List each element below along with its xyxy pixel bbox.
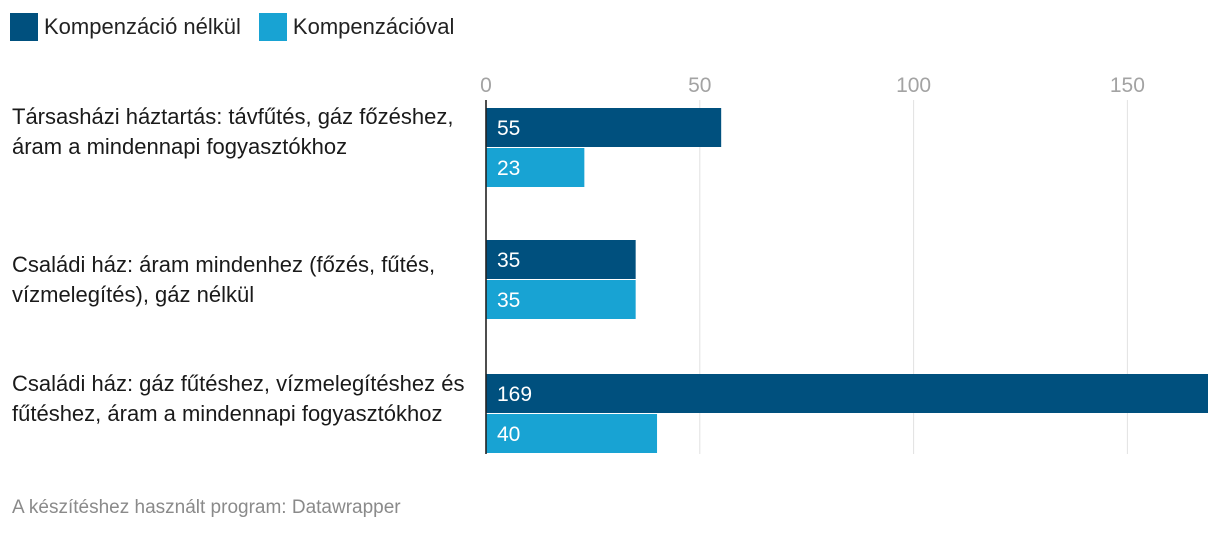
x-tick-label: 50: [688, 74, 711, 97]
bar: [486, 374, 1208, 413]
category-label: Családi ház: áram mindenhez (főzés, fűté…: [12, 252, 436, 307]
legend-item-with-compensation: Kompenzációval: [258, 13, 455, 41]
footer-credit: A készítéshez használt program: Datawrap…: [12, 497, 401, 518]
legend-swatch: [258, 13, 287, 41]
bar: [486, 108, 722, 147]
legend-item-without-compensation: Kompenzáció nélkül: [10, 13, 241, 41]
bar-value-label: 35: [497, 249, 520, 272]
x-tick-label: 0: [480, 74, 492, 97]
bar-value-label: 169: [497, 383, 532, 406]
legend-label: Kompenzáció nélkül: [44, 14, 241, 39]
bar-value-label: 35: [497, 289, 520, 312]
bar-value-label: 40: [497, 423, 520, 446]
x-tick-label: 100: [896, 74, 931, 97]
bar: [486, 414, 658, 453]
category-label: Társasházi háztartás: távfűtés, gáz főzé…: [12, 104, 454, 159]
legend: Kompenzáció nélkül Kompenzációval: [10, 12, 472, 42]
bar: [486, 148, 585, 187]
legend-label: Kompenzációval: [292, 14, 455, 39]
bar-value-label: 23: [497, 157, 520, 180]
bar-value-label: 55: [497, 117, 520, 140]
x-tick-label: 150: [1110, 74, 1145, 97]
bar: [486, 240, 636, 279]
bar: [486, 280, 636, 319]
legend-swatch: [10, 13, 38, 41]
category-label: Családi ház: gáz fűtéshez, vízmelegítésh…: [12, 371, 465, 426]
